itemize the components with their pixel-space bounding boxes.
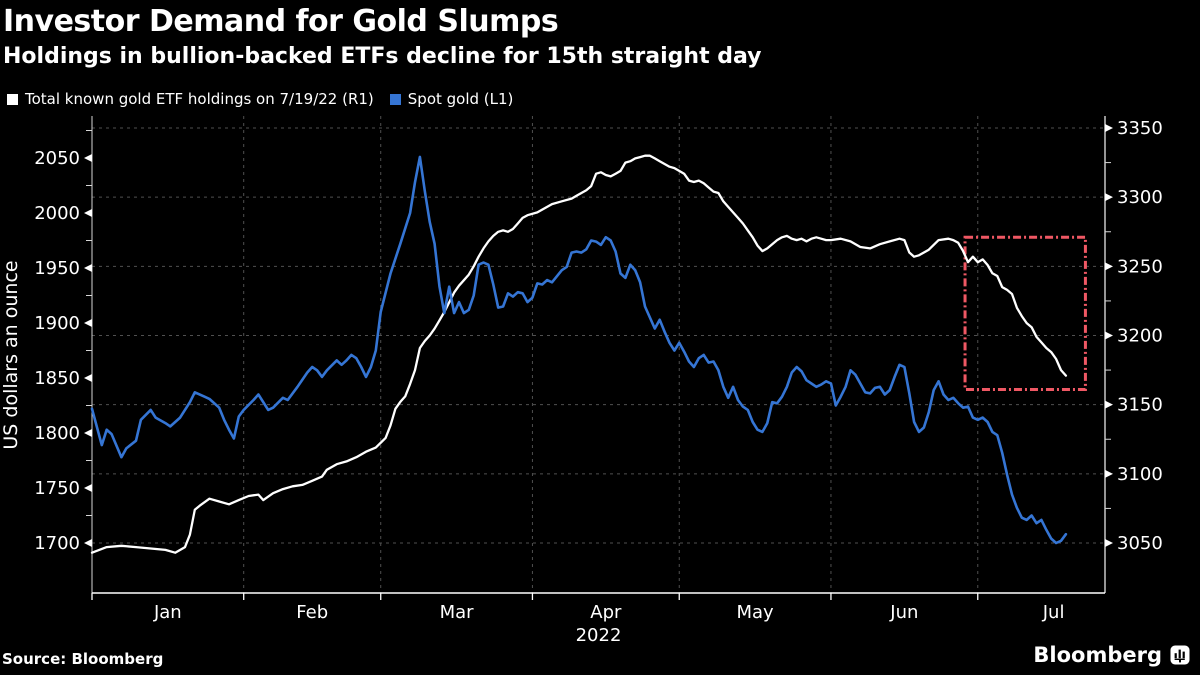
right-axis-tick-label: 3350 bbox=[1117, 118, 1163, 139]
left-axis-tick-label: 1800 bbox=[34, 423, 80, 444]
x-axis-month-label: Jun bbox=[889, 602, 918, 623]
x-axis-month-label: Jan bbox=[153, 602, 182, 623]
page-subtitle: Holdings in bullion-backed ETFs decline … bbox=[3, 44, 762, 69]
left-axis-title: US dollars an ounce bbox=[0, 260, 22, 449]
source-credit: Source: Bloomberg bbox=[2, 650, 164, 668]
bloomberg-brand: Bloomberg bbox=[1033, 643, 1190, 667]
left-axis-tick-label: 2050 bbox=[34, 148, 80, 169]
x-axis-month-label: Feb bbox=[296, 602, 328, 623]
x-axis-month-label: May bbox=[736, 602, 774, 623]
left-axis-tick-arrow-icon bbox=[84, 484, 92, 492]
spot-gold-swatch-icon bbox=[389, 93, 401, 105]
right-axis-tick-arrow-icon bbox=[1105, 400, 1113, 409]
right-axis-tick-arrow-icon bbox=[1105, 539, 1113, 547]
left-axis-tick-arrow-icon bbox=[84, 374, 92, 382]
right-axis-tick-label: 3300 bbox=[1117, 187, 1163, 208]
legend-item-spot-gold: Spot gold (L1) bbox=[389, 90, 514, 108]
decline-highlight-box bbox=[963, 235, 1087, 391]
left-axis-tick-label: 1950 bbox=[34, 258, 80, 279]
left-axis-tick-arrow-icon bbox=[84, 319, 92, 327]
bloomberg-wordmark: Bloomberg bbox=[1033, 643, 1162, 667]
left-axis-tick-arrow-icon bbox=[84, 209, 92, 217]
legend-item-etf-holdings: Total known gold ETF holdings on 7/19/22… bbox=[7, 90, 374, 108]
left-axis-tick-arrow-icon bbox=[84, 154, 92, 162]
spot-gold-line bbox=[90, 155, 1068, 545]
bloomberg-logo-icon bbox=[1170, 645, 1190, 665]
x-axis-month-label: Jul bbox=[1042, 602, 1065, 623]
right-axis-tick-arrow-icon bbox=[1105, 469, 1113, 478]
right-axis-tick-label: 3100 bbox=[1117, 464, 1163, 485]
left-axis-tick-arrow-icon bbox=[84, 539, 92, 547]
right-axis-tick-label: 3250 bbox=[1117, 256, 1163, 277]
right-axis-tick-label: 3150 bbox=[1117, 395, 1163, 416]
legend-label-spot-gold: Spot gold (L1) bbox=[407, 90, 514, 108]
left-axis-tick-arrow-icon bbox=[84, 264, 92, 272]
left-axis-tick-label: 1750 bbox=[34, 478, 80, 499]
etf-holdings-swatch-icon bbox=[7, 93, 18, 105]
right-axis-tick-arrow-icon bbox=[1105, 193, 1113, 202]
page-title: Investor Demand for Gold Slumps bbox=[3, 4, 559, 39]
x-axis-year-label: 2022 bbox=[576, 625, 622, 646]
left-axis-tick-arrow-icon bbox=[84, 429, 92, 437]
x-axis-month-label: Apr bbox=[590, 602, 622, 623]
right-axis-tick-label: 3050 bbox=[1117, 533, 1163, 554]
right-axis-tick-arrow-icon bbox=[1105, 124, 1113, 133]
left-axis-tick-label: 1900 bbox=[34, 313, 80, 334]
x-axis-month-label: Mar bbox=[440, 602, 475, 623]
right-axis-tick-label: 3200 bbox=[1117, 326, 1163, 347]
legend: Total known gold ETF holdings on 7/19/22… bbox=[7, 90, 513, 108]
etf-holdings-line bbox=[90, 154, 1068, 554]
right-axis-tick-arrow-icon bbox=[1105, 262, 1113, 271]
left-axis-tick-label: 1700 bbox=[34, 533, 80, 554]
legend-label-etf-holdings: Total known gold ETF holdings on 7/19/22… bbox=[25, 90, 374, 108]
left-axis-tick-label: 1850 bbox=[34, 368, 80, 389]
left-axis-tick-label: 2000 bbox=[34, 203, 80, 224]
right-axis-tick-arrow-icon bbox=[1105, 331, 1113, 340]
